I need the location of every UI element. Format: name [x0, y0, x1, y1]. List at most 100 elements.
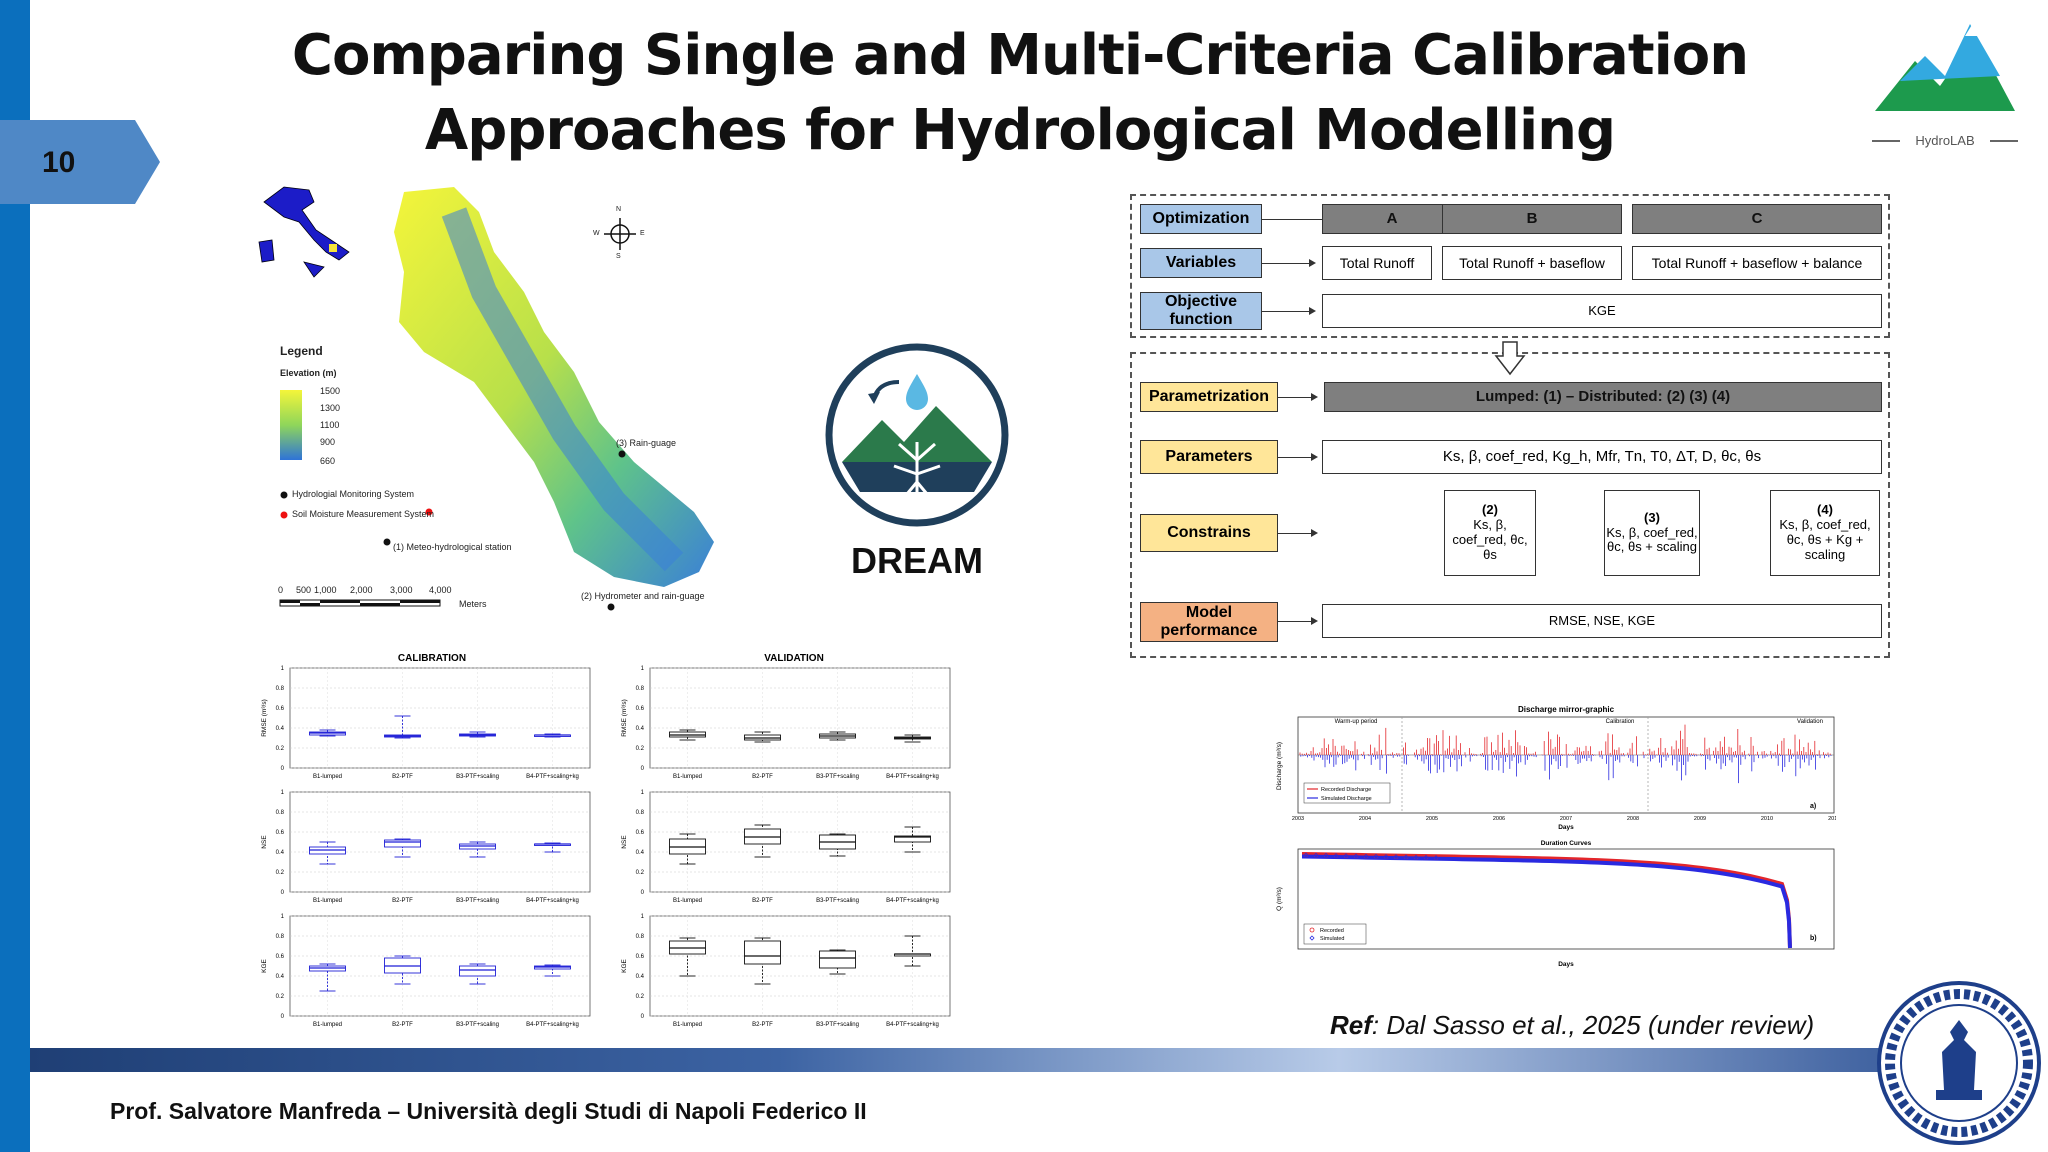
- y-tick-label: 1: [641, 666, 645, 672]
- boxplot-frame: [649, 667, 951, 769]
- scale-tick: 2,000: [350, 585, 373, 595]
- y-tick-label: 0: [641, 766, 645, 772]
- discharge-figure: Discharge mirror-graphic Warm-up period …: [1276, 705, 1836, 968]
- metric-boxplots: CALIBRATION VALIDATION 0 0.2 0.4 0.6 0.8 1 RMS…: [261, 653, 951, 1028]
- scale-tick: 1,000: [314, 585, 337, 595]
- simulated-marker: [1403, 854, 1409, 860]
- simulated-marker: [1433, 855, 1439, 861]
- scale-tick: 500: [296, 585, 312, 595]
- period-calibration: Calibration: [1606, 719, 1635, 725]
- arrow-performance: [1278, 617, 1318, 625]
- presenter-footer: Prof. Salvatore Manfreda – Università de…: [110, 1098, 867, 1124]
- category-label: B1-lumped: [673, 1022, 702, 1028]
- constraint-2-text: Ks, β, coef_red, θc, θs: [1452, 517, 1528, 562]
- y-tick-label: 0: [281, 1014, 285, 1020]
- constraint-4-text: Ks, β, coef_red, θc, θs + Kg + scaling: [1779, 517, 1871, 562]
- y-tick-label: 0.4: [276, 726, 285, 732]
- year-tick-label: 2007: [1560, 816, 1572, 822]
- constraint-2: (2) Ks, β, coef_red, θc, θs: [1444, 490, 1536, 576]
- boxplot-panel: 0 0.2 0.4 0.6 0.8 1 KGE B1-lumped B2-PTF B3-PTF+s…: [621, 914, 951, 1028]
- metric-axis-label: KGE: [621, 958, 628, 972]
- category-label: B3-PTF+scaling: [456, 774, 499, 780]
- category-label: B2-PTF: [752, 774, 773, 780]
- box: [384, 839, 421, 848]
- duration-legend-recorded: Recorded: [1320, 928, 1344, 934]
- year-tick-label: 2005: [1426, 816, 1438, 822]
- constraint-2-number: (2): [1482, 502, 1498, 518]
- slide-number: 10: [42, 146, 76, 179]
- elevation-tick: 1300: [320, 403, 341, 413]
- period-warmup: Warm-up period: [1335, 719, 1378, 725]
- duration-legend: [1303, 923, 1367, 945]
- parameters-value: Ks, β, coef_red, Kg_h, Mfr, Tn, T0, ΔT, …: [1322, 440, 1882, 474]
- footer-gradient-bar: [30, 1048, 1900, 1072]
- y-tick-label: 0.8: [276, 934, 285, 940]
- constraint-4: (4) Ks, β, coef_red, θc, θs + Kg + scali…: [1770, 490, 1880, 576]
- boxplot-panel: 0 0.2 0.4 0.6 0.8 1 NSE B1-lumped B2-PTF B3-PTF+s…: [261, 790, 591, 904]
- box: [744, 940, 781, 965]
- box: [894, 835, 931, 843]
- simulated-marker: [1313, 852, 1319, 858]
- discharge-legend: [1303, 782, 1391, 804]
- down-arrow-icon: [1494, 341, 1526, 376]
- category-label: B4-PTF+scaling+kg: [886, 898, 939, 904]
- category-label: B4-PTF+scaling+kg: [526, 1022, 579, 1028]
- slide-title: Comparing Single and Multi-Criteria Cali…: [291, 23, 1749, 163]
- simulated-marker: [1413, 854, 1419, 860]
- y-tick-label: 0.2: [636, 870, 645, 876]
- recorded-duration-curve: [1301, 852, 1792, 949]
- simulated-marker: [1353, 853, 1359, 859]
- period-validation: Validation: [1797, 719, 1823, 725]
- optimization-label: Optimization: [1140, 204, 1262, 234]
- option-b-header: B: [1442, 204, 1622, 234]
- hydrolab-label: HydroLAB: [1915, 133, 1975, 148]
- simulated-duration-curve: [1301, 854, 1792, 949]
- duration-xlabel: Days: [1558, 961, 1574, 968]
- year-tick-label: 2010: [1761, 816, 1773, 822]
- y-tick-label: 1: [281, 790, 285, 796]
- university-seal: [1877, 981, 2041, 1145]
- station-hydrometer: (2) Hydrometer and rain-guage: [581, 591, 705, 601]
- simulated-marker: [1373, 853, 1379, 859]
- category-label: B3-PTF+scaling: [456, 898, 499, 904]
- legend-recorded-marker: [1309, 927, 1315, 933]
- y-tick-label: 0.6: [636, 830, 645, 836]
- slide-number-tab: [0, 120, 160, 204]
- discharge-title: Discharge mirror-graphic: [1518, 705, 1615, 714]
- y-tick-label: 0.6: [636, 706, 645, 712]
- simulated-marker: [1423, 854, 1429, 860]
- category-label: B4-PTF+scaling+kg: [526, 774, 579, 780]
- category-label: B1-lumped: [673, 774, 702, 780]
- category-label: B3-PTF+scaling: [816, 898, 859, 904]
- arrow-parametrization: [1278, 393, 1318, 401]
- scale-unit: Meters: [459, 599, 487, 609]
- y-tick-label: 0.8: [276, 810, 285, 816]
- arrow-variables: [1262, 259, 1316, 267]
- y-tick-label: 0.2: [636, 994, 645, 1000]
- map-legend-title: Legend: [280, 344, 323, 358]
- y-tick-label: 0.6: [276, 954, 285, 960]
- boxplot-panel: 0 0.2 0.4 0.6 0.8 1 KGE B1-lumped B2-PTF B3-PTF+s…: [261, 914, 591, 1028]
- reference-prefix: Ref: [1330, 1010, 1372, 1040]
- y-tick-label: 0.2: [276, 870, 285, 876]
- year-tick-label: 2011: [1828, 816, 1836, 822]
- y-tick-label: 0.2: [636, 746, 645, 752]
- legend-soil-moisture-system: Soil Moisture Measurement System: [292, 509, 435, 519]
- category-label: B1-lumped: [313, 774, 342, 780]
- y-tick-label: 0.4: [636, 974, 645, 980]
- boxplot-panel: 0 0.2 0.4 0.6 0.8 1 RMSE (m³/s) B1-lumped B2-PTF…: [621, 666, 951, 780]
- y-tick-label: 0: [281, 890, 285, 896]
- calibration-title: CALIBRATION: [398, 653, 466, 664]
- study-area-map: Legend Elevation (m) 1500 1300 1100 900 …: [254, 182, 734, 612]
- scale-tick: 4,000: [429, 585, 452, 595]
- y-tick-label: 1: [641, 790, 645, 796]
- scale-tick: 0: [278, 585, 284, 595]
- arrow-constraints: [1278, 529, 1318, 537]
- dream-label: DREAM: [851, 540, 983, 581]
- variables-label: Variables: [1140, 248, 1262, 278]
- variable-b: Total Runoff + baseflow: [1442, 246, 1622, 280]
- metric-axis-label: NSE: [261, 835, 268, 849]
- model-performance-value: RMSE, NSE, KGE: [1322, 604, 1882, 638]
- constraint-3-number: (3): [1644, 509, 1660, 525]
- metric-axis-label: NSE: [621, 835, 628, 849]
